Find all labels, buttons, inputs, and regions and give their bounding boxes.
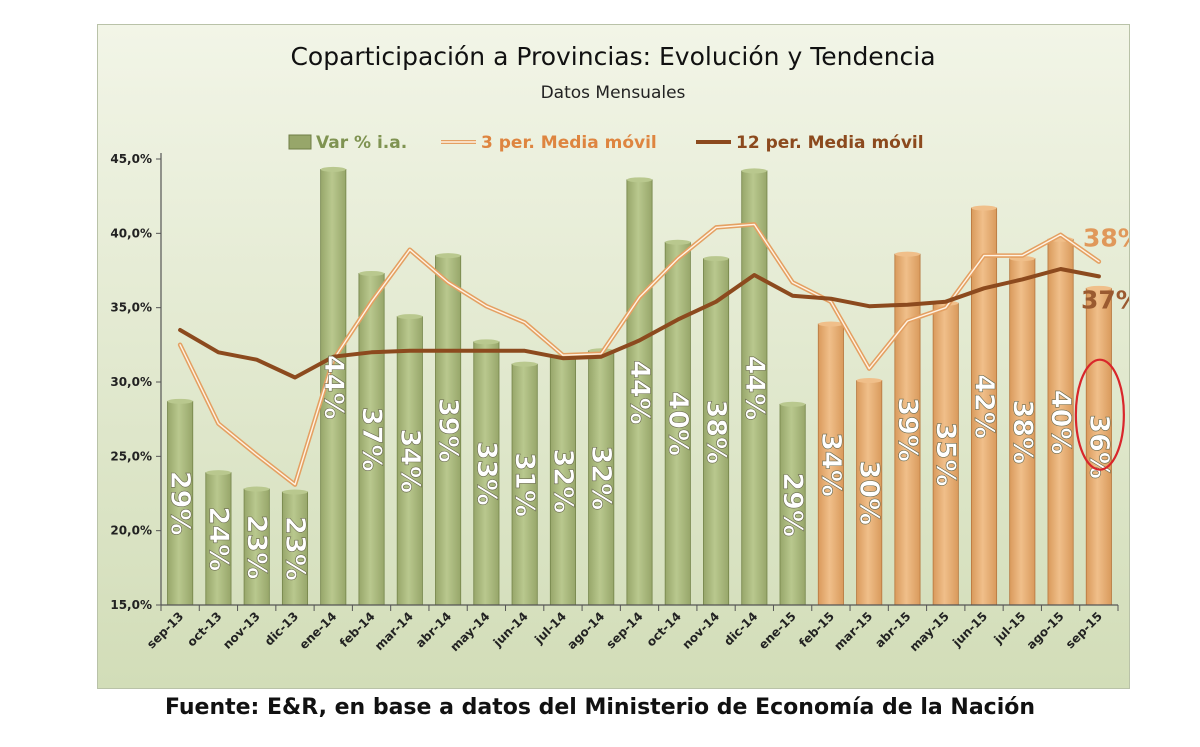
bar-value-label: 33% bbox=[471, 441, 502, 506]
bar-value-label: 35% bbox=[930, 422, 961, 487]
bar-value-label: 44% bbox=[739, 356, 770, 421]
y-tick-label: 20,0% bbox=[110, 524, 152, 538]
bar-oct-13 bbox=[205, 472, 232, 606]
bar-abr-14 bbox=[435, 255, 462, 606]
line-3per-highlight bbox=[179, 223, 1100, 486]
legend-label-var: Var % i.a. bbox=[316, 133, 407, 153]
source-note: Fuente: E&R, en base a datos del Ministe… bbox=[164, 695, 1036, 720]
bar-cap bbox=[167, 398, 193, 404]
legend: Var % i.a. 3 per. Media móvil 12 per. Me… bbox=[288, 133, 924, 153]
bar-value-label: 40% bbox=[662, 391, 693, 456]
legend-swatch-var bbox=[288, 134, 312, 150]
annotation-12per: 37% bbox=[1081, 285, 1129, 314]
chart-frame: Coparticipación a Provincias: Evolución … bbox=[97, 24, 1130, 689]
chart-svg: Coparticipación a Provincias: Evolución … bbox=[98, 25, 1129, 688]
bar-value-label: 32% bbox=[547, 449, 578, 514]
y-tick-label: 25,0% bbox=[110, 449, 152, 463]
bar-value-label: 40% bbox=[1045, 390, 1076, 455]
y-tick-label: 35,0% bbox=[110, 301, 152, 315]
bar-cap bbox=[818, 321, 844, 327]
bar-nov-13 bbox=[243, 488, 270, 606]
bar-sep-15 bbox=[1085, 287, 1112, 606]
chart-title: Coparticipación a Provincias: Evolución … bbox=[290, 42, 935, 71]
bar-cap bbox=[397, 314, 423, 320]
bar-cap bbox=[703, 256, 729, 262]
bar-cap bbox=[741, 168, 767, 174]
bar-sep-14 bbox=[626, 179, 653, 606]
bar-cap bbox=[894, 251, 921, 257]
legend-label-3per: 3 per. Media móvil bbox=[481, 133, 657, 153]
bar-cap bbox=[320, 166, 346, 172]
bar-jul-14 bbox=[549, 356, 576, 606]
bar-mar-14 bbox=[396, 316, 423, 606]
bar-value-label: 23% bbox=[241, 515, 272, 580]
line-12per-media-movil bbox=[178, 267, 1101, 380]
chart-subtitle: Datos Mensuales bbox=[541, 83, 686, 103]
bar-value-label: 34% bbox=[394, 428, 425, 493]
bar-value-label: 24% bbox=[203, 507, 234, 572]
y-tick-label: 45,0% bbox=[110, 152, 152, 166]
bar-sep-13 bbox=[167, 400, 194, 606]
bar-value-label: 34% bbox=[815, 432, 846, 497]
bar-cap bbox=[473, 339, 500, 345]
bar-oct-14 bbox=[664, 241, 691, 606]
bar-cap bbox=[1086, 285, 1112, 291]
bar-cap bbox=[856, 378, 882, 384]
bar-ene-15 bbox=[779, 403, 806, 606]
highlight-ellipse bbox=[1074, 358, 1125, 471]
bar-cap bbox=[282, 489, 308, 495]
bar-feb-14 bbox=[358, 273, 385, 606]
bar-value-label: 44% bbox=[624, 360, 655, 425]
bar-value-label: 42% bbox=[969, 374, 1000, 439]
lines bbox=[177, 222, 1102, 487]
bar-value-label: 38% bbox=[1007, 399, 1038, 464]
bar-value-label: 37% bbox=[356, 407, 387, 472]
bar-value-label: 29% bbox=[777, 472, 808, 537]
bar-ago-14 bbox=[588, 350, 615, 606]
y-axis: 15,0% 20,0% 25,0% 30,0% 35,0% 40,0% 45,0% bbox=[110, 152, 162, 612]
annotations: 38% 37% bbox=[1074, 224, 1129, 471]
bar-value-label: 39% bbox=[892, 397, 923, 462]
bar-value-label: 23% bbox=[279, 516, 310, 581]
bar-labels: 29%24% 23% 23%44%37% 34% 39%33% 31% 32% 32%44% 4… bbox=[164, 355, 1114, 582]
legend-label-12per: 12 per. Media móvil bbox=[736, 133, 924, 153]
bar-jun-15 bbox=[970, 207, 998, 606]
bar-cap bbox=[626, 177, 653, 183]
bar-dic-13 bbox=[281, 491, 309, 606]
bar-value-label: 31% bbox=[509, 452, 540, 517]
bar-value-label: 36% bbox=[1083, 414, 1114, 479]
bar-value-label: 32% bbox=[586, 446, 617, 511]
bar-value-label: 30% bbox=[854, 460, 885, 525]
annotation-3per: 38% bbox=[1083, 224, 1129, 253]
bar-cap bbox=[435, 253, 461, 259]
bar-cap bbox=[512, 361, 538, 367]
bar-value-label: 39% bbox=[433, 398, 464, 463]
y-tick-label: 30,0% bbox=[110, 375, 152, 389]
bar-cap bbox=[358, 270, 385, 276]
bar-cap bbox=[244, 486, 270, 492]
bar-value-label: 44% bbox=[318, 355, 349, 420]
bar-cap bbox=[665, 239, 691, 245]
bar-ago-15 bbox=[1047, 238, 1074, 606]
bar-cap bbox=[779, 401, 806, 407]
bar-may-14 bbox=[473, 341, 500, 606]
bar-cap bbox=[971, 205, 997, 211]
y-tick-label: 15,0% bbox=[110, 598, 152, 612]
y-tick-label: 40,0% bbox=[110, 226, 152, 240]
bar-value-label: 38% bbox=[701, 399, 732, 464]
bar-value-label: 29% bbox=[165, 471, 196, 536]
bar-cap bbox=[205, 470, 232, 476]
